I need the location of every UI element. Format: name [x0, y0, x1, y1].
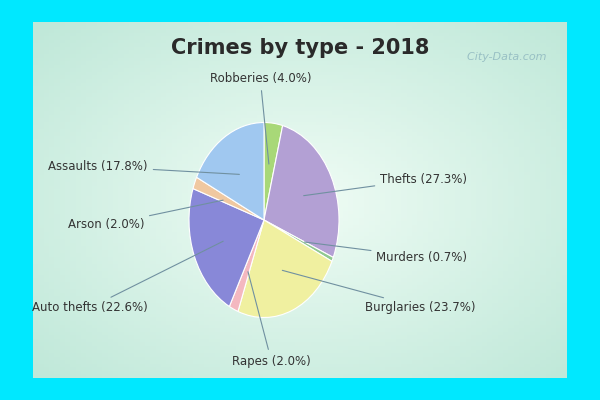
Wedge shape [238, 220, 332, 318]
Wedge shape [229, 220, 264, 312]
Wedge shape [197, 122, 264, 220]
Wedge shape [264, 220, 333, 261]
Text: Rapes (2.0%): Rapes (2.0%) [232, 272, 311, 368]
Text: Auto thefts (22.6%): Auto thefts (22.6%) [32, 241, 223, 314]
Text: Burglaries (23.7%): Burglaries (23.7%) [283, 270, 476, 314]
Text: Robberies (4.0%): Robberies (4.0%) [209, 72, 311, 164]
Wedge shape [264, 126, 339, 258]
Wedge shape [189, 188, 264, 306]
Text: Assaults (17.8%): Assaults (17.8%) [48, 160, 239, 174]
Text: Crimes by type - 2018: Crimes by type - 2018 [171, 38, 429, 58]
Wedge shape [264, 122, 283, 220]
Text: City-Data.com: City-Data.com [460, 52, 546, 62]
Text: Thefts (27.3%): Thefts (27.3%) [304, 172, 467, 196]
Text: Arson (2.0%): Arson (2.0%) [67, 200, 223, 231]
Wedge shape [193, 177, 264, 220]
Text: Murders (0.7%): Murders (0.7%) [304, 242, 467, 264]
